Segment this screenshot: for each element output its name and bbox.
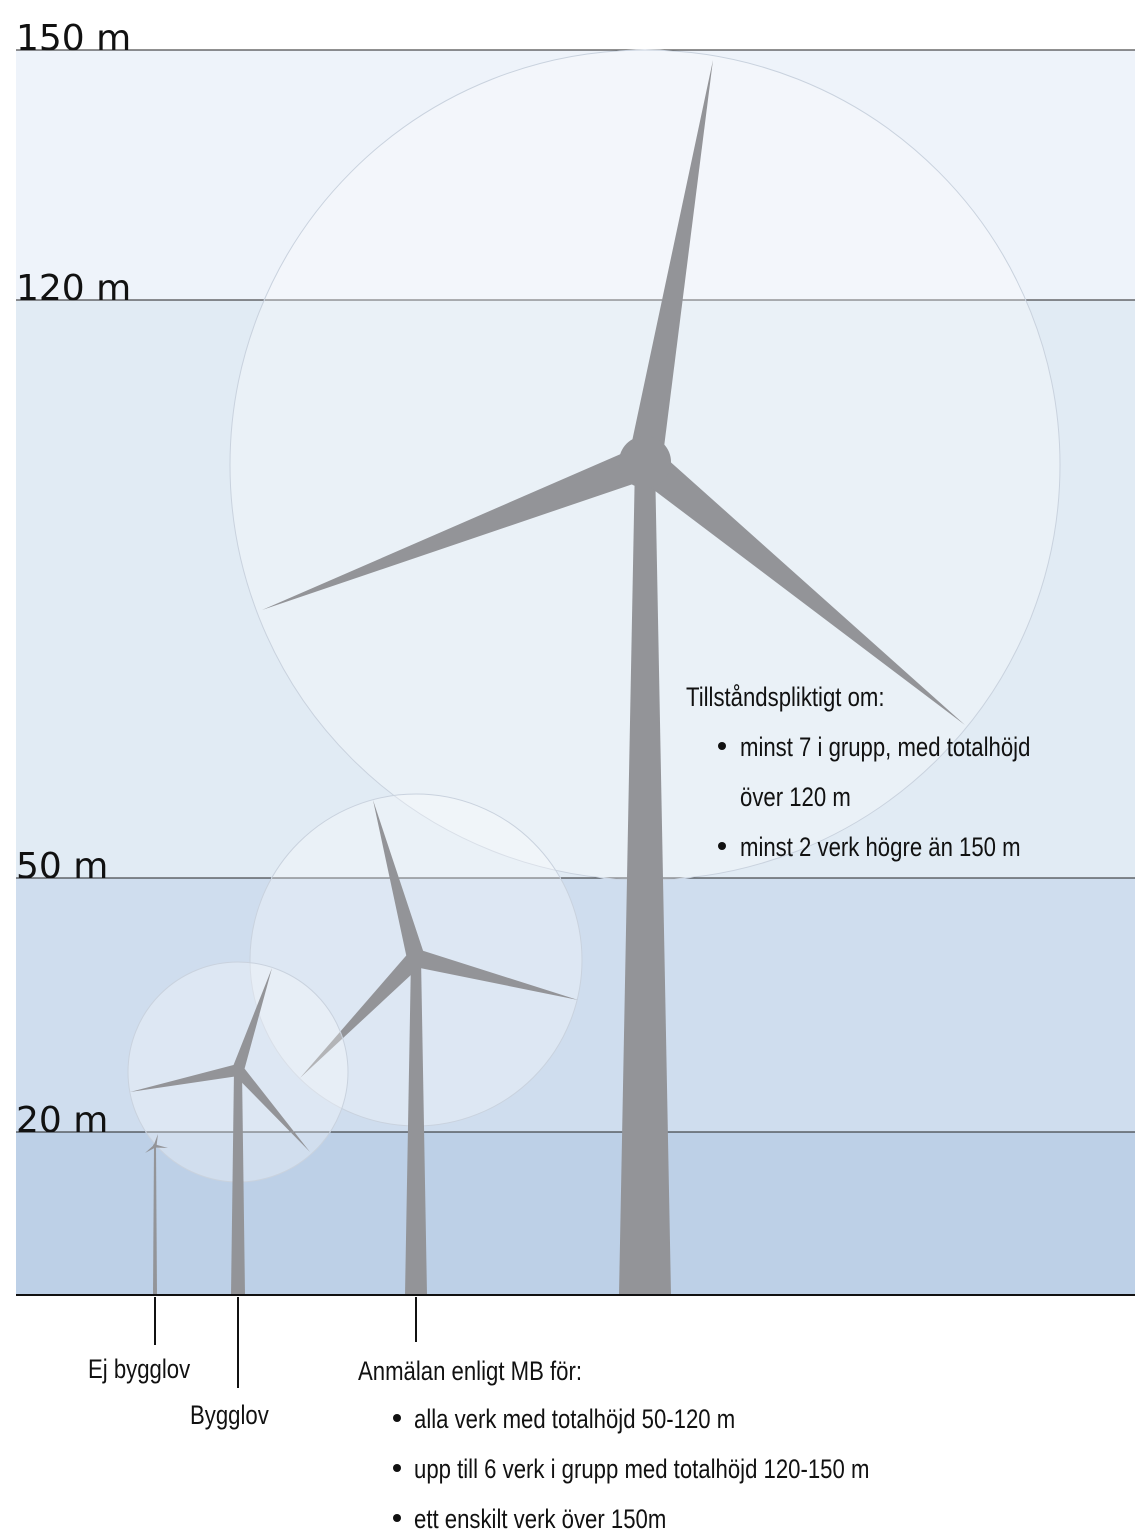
- label: alla verk med totalhöjd 50-120 m: [414, 1404, 735, 1434]
- level-label: 50 m: [16, 846, 108, 887]
- label: Tillståndspliktigt om:: [686, 682, 885, 712]
- hub: [153, 1144, 157, 1148]
- label: Ej bygglov: [88, 1354, 191, 1384]
- label: ett enskilt verk över 150m: [414, 1504, 666, 1534]
- hub: [407, 949, 425, 967]
- hub: [232, 1064, 244, 1076]
- level-label: 20 m: [16, 1100, 108, 1141]
- label: över 120 m: [740, 782, 851, 812]
- bullet: [718, 842, 726, 850]
- level-label: 150 m: [16, 18, 131, 59]
- hub: [619, 436, 671, 488]
- bullet: [393, 1414, 401, 1422]
- level-label: 120 m: [16, 268, 131, 309]
- bullet: [718, 742, 726, 750]
- label: Anmälan enligt MB för:: [358, 1356, 582, 1386]
- label: minst 2 verk högre än 150 m: [740, 832, 1021, 862]
- diagram: 150 m 120 m 50 m 20 m Ej bygglov Bygglov…: [0, 0, 1135, 1534]
- label: Bygglov: [190, 1400, 269, 1430]
- label: upp till 6 verk i grupp med totalhöjd 12…: [414, 1454, 869, 1484]
- label: minst 7 i grupp, med totalhöjd: [740, 732, 1030, 762]
- bullet: [393, 1464, 401, 1472]
- bullet: [393, 1514, 401, 1522]
